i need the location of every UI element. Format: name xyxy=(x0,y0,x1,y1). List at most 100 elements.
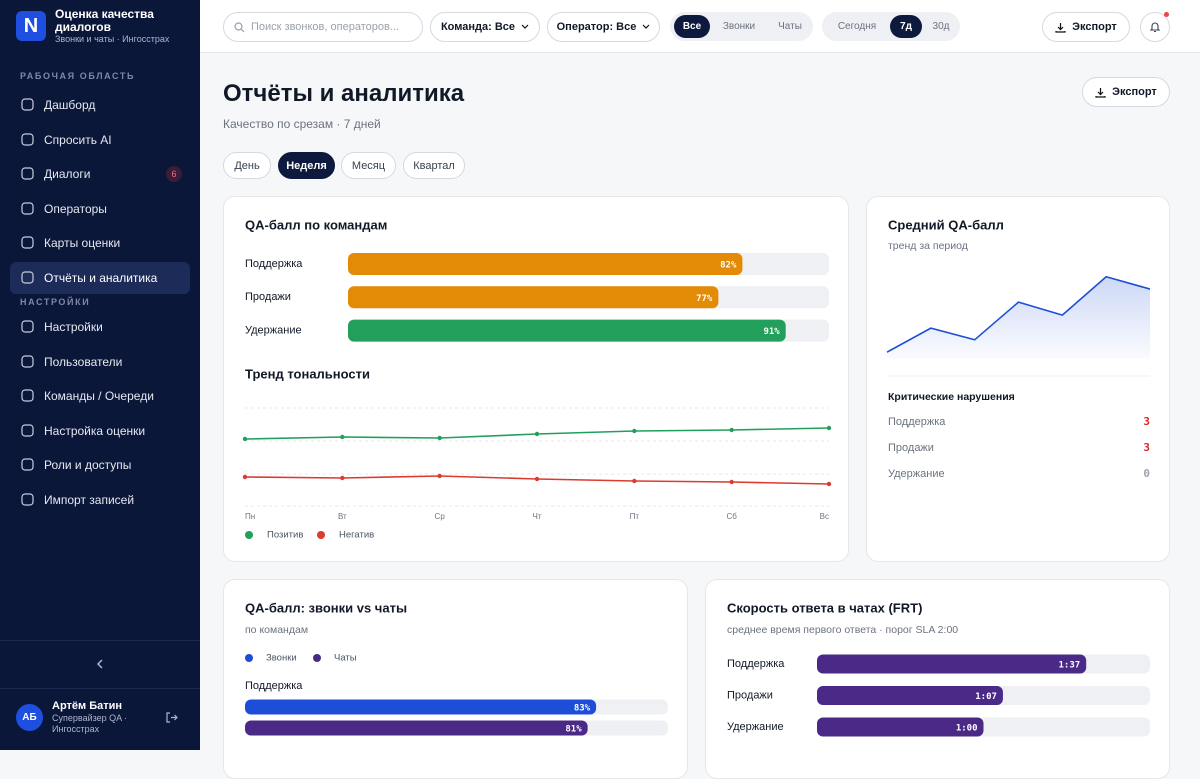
icon-shape xyxy=(21,132,34,146)
point xyxy=(340,475,345,481)
bar xyxy=(817,717,984,737)
line xyxy=(886,275,1151,353)
search-icon xyxy=(234,21,245,32)
page-subtitle: Качество по срезам · 7 дней xyxy=(223,117,381,131)
point xyxy=(632,478,637,484)
range-tab[interactable]: День xyxy=(223,152,271,179)
card-title: QA-балл по командам xyxy=(245,217,387,232)
bar-value-label: 77% xyxy=(696,294,713,304)
legend-label: Позитив xyxy=(267,530,303,541)
point xyxy=(729,427,734,433)
nav-item[interactable]: Отчёты и аналитика xyxy=(10,262,190,294)
avg-qa-card: Средний QA-балл тренд за период Критически… xyxy=(866,196,1170,562)
nav-item[interactable]: Дашборд xyxy=(10,89,190,121)
bar xyxy=(817,686,1003,705)
nav-item[interactable]: Команды / Очереди xyxy=(10,380,190,412)
search-box[interactable]: Поиск звонков, операторов... xyxy=(223,12,423,42)
card-title: QA-балл: звонки vs чаты xyxy=(245,600,407,615)
nav-item[interactable]: Настройки xyxy=(10,311,190,343)
point xyxy=(729,479,734,485)
nav-item[interactable]: Карты оценки xyxy=(10,227,190,259)
chart: Скорость ответа в чатах (FRT) среднее вре… xyxy=(727,600,1150,737)
button-label: Экспорт xyxy=(1112,86,1157,98)
tab[interactable]: Сегодня xyxy=(837,21,877,32)
nav-item[interactable]: Спросить AI xyxy=(10,124,190,156)
nav-label: Импорт записей xyxy=(44,493,135,507)
brand-subtitle: Звонки и чаты · Ингосстрах xyxy=(55,34,170,44)
nav-label: Пользователи xyxy=(44,354,123,369)
search-placeholder: Поиск звонков, операторов... xyxy=(251,21,399,33)
chart: Средний QA-балл тренд за период Критически… xyxy=(886,217,1151,480)
nav-item[interactable]: Пользователи xyxy=(10,346,190,378)
x-tick-label: Вс xyxy=(820,512,829,521)
tab[interactable]: Все xyxy=(674,15,710,38)
point xyxy=(242,436,248,442)
card-title: Средний QA-балл xyxy=(888,217,1004,232)
nav-icon xyxy=(21,389,34,402)
section-label: НАСТРОЙКИ xyxy=(20,297,91,307)
nav-icon xyxy=(21,424,34,437)
bell-icon xyxy=(1149,22,1161,33)
notification-dot xyxy=(1164,12,1169,17)
icon-shape xyxy=(21,202,34,215)
qa-by-team-card: QA-балл по командам Поддержка 82% Продажи 77… xyxy=(223,196,849,562)
nav-label: Диалоги xyxy=(44,167,91,182)
tab[interactable]: Чаты xyxy=(778,21,802,32)
tab[interactable]: Звонки xyxy=(722,21,756,32)
team-filter[interactable]: Команда: Все xyxy=(430,12,540,42)
notifications-button[interactable] xyxy=(1140,12,1170,42)
bar xyxy=(245,699,597,715)
nav-icon xyxy=(21,271,34,284)
bar-value-label: 1:07 xyxy=(975,692,997,702)
logout-icon[interactable] xyxy=(165,711,178,724)
nav-icon xyxy=(21,98,34,111)
nav-item[interactable]: Роли и доступы xyxy=(10,449,190,481)
area xyxy=(887,276,1150,359)
channel-tabs: Все Звонки Чаты xyxy=(670,12,813,41)
nav-item[interactable]: Диалоги 6 xyxy=(10,158,190,190)
category-label: Поддержка xyxy=(727,658,785,670)
nav-icon xyxy=(21,236,34,249)
range-tab[interactable]: Месяц xyxy=(341,152,396,179)
export-button[interactable]: Экспорт xyxy=(1082,77,1170,107)
operator-filter[interactable]: Оператор: Все xyxy=(547,12,660,42)
nav-label: Спросить AI xyxy=(44,132,112,147)
nav-item[interactable]: Настройка оценки xyxy=(10,415,190,447)
sidebar: N Оценка качества диалогов Звонки и чаты… xyxy=(0,0,200,750)
legend-label: Звонки xyxy=(266,653,297,664)
collapse-button[interactable] xyxy=(94,658,106,670)
period-tabs: Сегодня 7д 30д xyxy=(822,12,960,41)
section-title: Критические нарушения xyxy=(888,391,1015,403)
range-tab[interactable]: Неделя xyxy=(278,152,335,179)
chevron xyxy=(642,24,650,29)
nav-item[interactable]: Импорт записей xyxy=(10,484,190,516)
point xyxy=(826,425,832,431)
bar-value-label: 81% xyxy=(565,725,582,735)
topbar: Поиск звонков, операторов... Команда: Вс… xyxy=(200,0,1200,53)
divider xyxy=(0,688,200,689)
range-tab[interactable]: Квартал xyxy=(403,152,465,179)
nav-icon xyxy=(21,320,34,333)
nav-badge: 6 xyxy=(166,166,182,183)
category-label: Удержание xyxy=(727,721,784,733)
icon-shape xyxy=(21,389,34,402)
icon-shape xyxy=(21,236,34,249)
chart-title: Тренд тональности xyxy=(245,366,370,381)
bar-value-label: 1:00 xyxy=(956,724,978,734)
user-role: Супервайзер QA · Ингосстрах xyxy=(52,713,128,734)
nav-label: Настройка оценки xyxy=(44,423,146,438)
icon-shape xyxy=(21,320,34,333)
nav-label: Операторы xyxy=(44,201,107,216)
bar-value-label: 83% xyxy=(574,704,591,714)
point xyxy=(534,431,540,437)
qa-channels-card: QA-балл: звонки vs чаты по командам Звонки… xyxy=(223,579,688,779)
export-button[interactable]: Экспорт xyxy=(1042,12,1130,42)
nav-icon xyxy=(21,458,34,471)
icon-shape xyxy=(21,424,34,437)
point xyxy=(242,474,248,480)
nav-item[interactable]: Операторы xyxy=(10,193,190,225)
tab[interactable]: 30д xyxy=(932,21,950,32)
avatar: АБ xyxy=(16,704,43,731)
divider xyxy=(0,640,200,641)
tab[interactable]: 7д xyxy=(890,15,922,38)
